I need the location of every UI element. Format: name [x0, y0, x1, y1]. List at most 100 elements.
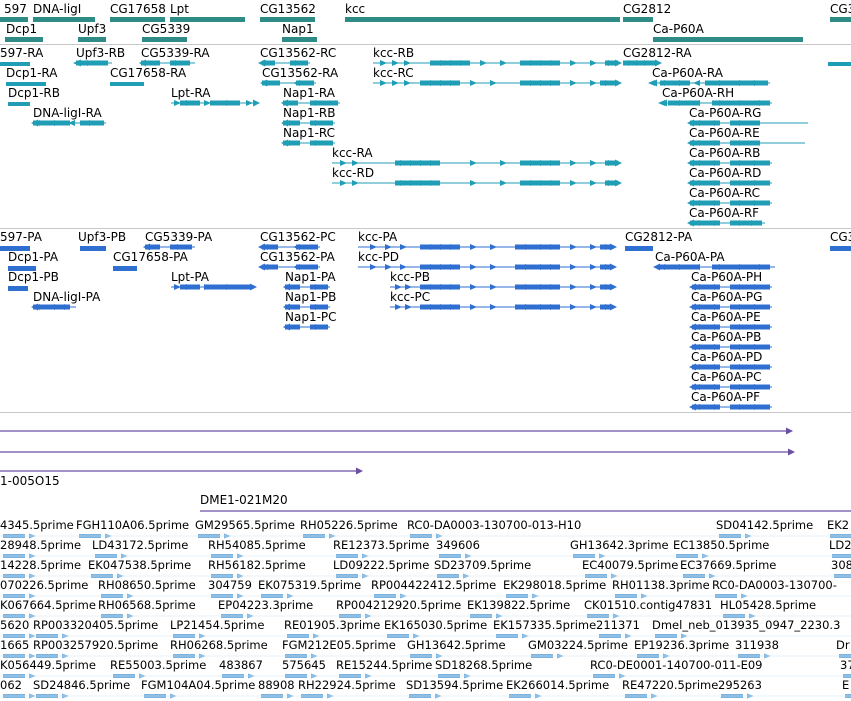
feature-label-cg17658-ra[interactable]: CG17658-RA [110, 66, 187, 80]
mrna-exon[interactable] [0, 62, 30, 66]
mrna-cg5339-ra-exon[interactable] [170, 60, 190, 66]
feature-label-gm29565-5prime[interactable]: GM29565.5prime [195, 518, 295, 532]
feature-label-575645[interactable]: 575645 [282, 658, 326, 672]
mrna-cg13562-ra-exon[interactable] [262, 80, 280, 86]
feature-label-28948-5prime[interactable]: 28948.5prime [0, 538, 82, 552]
feature-label-nap1-rc[interactable]: Nap1-RC [283, 126, 336, 140]
protein-ca-p60a-pc-exon[interactable] [692, 384, 720, 390]
feature-label-upf3-pb[interactable]: Upf3-PB [78, 230, 127, 244]
feature-label-dcp1-pa[interactable]: Dcp1-PA [8, 250, 59, 264]
feature-label-rh08650-5prime[interactable]: RH08650.5prime [98, 578, 196, 592]
feature-label-062[interactable]: 062 [0, 678, 22, 692]
mrna-dna-ligi-ra-exon[interactable] [80, 120, 104, 126]
protein-ca-p60a-ph-exon[interactable] [692, 284, 720, 290]
feature-label-nap1-pb[interactable]: Nap1-PB [285, 290, 337, 304]
feature-label-ca-p60a-ph[interactable]: Ca-P60A-PH [691, 270, 763, 284]
feature-label-cg2812[interactable]: CG2812 [623, 2, 672, 16]
feature-label-ec37669-5prime[interactable]: EC37669.5prime [680, 558, 777, 572]
feature-label-re12373-5prime[interactable]: RE12373.5prime [333, 538, 430, 552]
feature-label-cg13562-rc[interactable]: CG13562-RC [260, 46, 337, 60]
feature-label-kcc-pa[interactable]: kcc-PA [358, 230, 398, 244]
feature-label-dna-ligi-pa[interactable]: DNA-ligI-PA [33, 290, 101, 304]
mrna-nap1-rc-exon[interactable] [283, 140, 300, 146]
feature-label-cg13562[interactable]: CG13562 [260, 2, 316, 16]
feature-label-ca-p60a-pd[interactable]: Ca-P60A-PD [691, 350, 763, 364]
feature-label-rh01138-3prime[interactable]: RH01138.3prime [612, 578, 710, 592]
feature-label-cg3[interactable]: CG3 [830, 2, 851, 16]
feature-label-fgh110a06-5prime[interactable]: FGH110A06.5prime [76, 518, 190, 532]
feature-label-597[interactable]: 597 [4, 2, 27, 16]
feature-label-ca-p60a-rf[interactable]: Ca-P60A-RF [689, 206, 760, 220]
feature-label-dcp1-ra[interactable]: Dcp1-RA [6, 66, 58, 80]
feature-label-rh06268-5prime[interactable]: RH06268.5prime [170, 638, 268, 652]
mrna-cg13562-ra-exon[interactable] [296, 80, 314, 86]
protein-bar[interactable] [8, 286, 28, 291]
mrna-ca-p60a-rc-exon[interactable] [690, 200, 720, 206]
feature-label-ec40079-5prime[interactable]: EC40079.5prime [582, 558, 679, 572]
feature-label-gm03224-5prime[interactable]: GM03224.5prime [528, 638, 628, 652]
protein-ca-p60a-pe-exon[interactable] [692, 324, 720, 330]
feature-label-dmel-neb-013935-0947-2230-3[interactable]: Dmel_neb_013935_0947_2230.3 [652, 618, 841, 632]
protein-ca-p60a-pd-exon[interactable] [692, 364, 720, 370]
gene-bar[interactable] [830, 17, 851, 22]
feature-label-ek266014-5prime[interactable]: EK266014.5prime [506, 678, 610, 692]
feature-label-kcc-pc[interactable]: kcc-PC [390, 290, 431, 304]
mrna-ca-p60a-re-exon[interactable] [730, 140, 760, 146]
feature-label-sd04142-5prime[interactable]: SD04142.5prime [716, 518, 814, 532]
protein-bar[interactable] [8, 266, 36, 271]
mrna-cg5339-ra-exon[interactable] [141, 60, 160, 66]
gene-bar[interactable] [260, 17, 315, 22]
feature-label-597-pa[interactable]: 597-PA [0, 230, 42, 244]
gene-bar[interactable] [170, 17, 245, 22]
feature-label-ca-p60a-ra[interactable]: Ca-P60A-RA [652, 66, 723, 80]
protein-nap1-pc-exon[interactable] [285, 324, 300, 330]
feature-label-ca-p60a-pf[interactable]: Ca-P60A-PF [691, 390, 760, 404]
feature-label-upf3[interactable]: Upf3 [78, 22, 107, 36]
feature-label-nap1-rb[interactable]: Nap1-RB [283, 106, 336, 120]
mrna-nap1-rb-exon[interactable] [310, 120, 333, 126]
protein-cg13562-pa-exon[interactable] [262, 264, 278, 270]
feature-label-sd18268-5prime[interactable]: SD18268.5prime [435, 658, 533, 672]
protein-bar[interactable] [625, 246, 653, 251]
mrna-exon[interactable] [8, 102, 30, 106]
feature-label-88908[interactable]: 88908 [258, 678, 295, 692]
feature-label-lpt-pa[interactable]: Lpt-PA [171, 270, 210, 284]
protein-kcc-pa-exon[interactable] [515, 244, 560, 250]
feature-label-ek075319-5prime[interactable]: EK075319.5prime [258, 578, 362, 592]
feature-label-ca-p60a-rb[interactable]: Ca-P60A-RB [689, 146, 761, 160]
feature-label-ck01510-contig47831[interactable]: CK01510.contig47831 [584, 598, 713, 612]
feature-label-gh13642-5prime[interactable]: GH13642.5prime [407, 638, 506, 652]
feature-label-dna-ligi[interactable]: DNA-ligI [33, 2, 82, 16]
feature-label-rh05226-5prime[interactable]: RH05226.5prime [300, 518, 398, 532]
protein-ca-p60a-pa-exon[interactable] [712, 264, 770, 270]
gene-bar[interactable] [282, 37, 317, 42]
protein-nap1-pa-exon[interactable] [310, 284, 328, 290]
feature-label-kcc-rc[interactable]: kcc-RC [373, 66, 414, 80]
feature-label-dcp1[interactable]: Dcp1 [6, 22, 38, 36]
mrna-nap1-rc-exon[interactable] [310, 140, 333, 146]
mrna-cg13562-rc-exon[interactable] [290, 60, 308, 66]
gene-bar[interactable] [623, 17, 653, 22]
feature-label-ep19236-3prime[interactable]: EP19236.3prime [634, 638, 730, 652]
feature-label-1665[interactable]: 1665 [0, 638, 30, 652]
feature-label-fgm104a04-5prime[interactable]: FGM104A04.5prime [141, 678, 256, 692]
mrna-exon[interactable] [110, 82, 144, 86]
feature-label-211371[interactable]: 211371 [596, 618, 640, 632]
feature-label-ec13850-5prime[interactable]: EC13850.5prime [673, 538, 770, 552]
feature-label-cg2812-ra[interactable]: CG2812-RA [623, 46, 692, 60]
gene-bar[interactable] [0, 17, 28, 22]
feature-label-kcc-rd[interactable]: kcc-RD [332, 166, 375, 180]
feature-label-nap1-pa[interactable]: Nap1-PA [285, 270, 336, 284]
feature-label-cg3[interactable]: CG3 [830, 230, 851, 244]
feature-label-rp003320405-5prime[interactable]: RP003320405.5prime [33, 618, 159, 632]
protein-ca-p60a-pf-exon[interactable] [692, 404, 720, 410]
protein-cg5339-pa-exon[interactable] [145, 244, 160, 250]
feature-label-ca-p60a-re[interactable]: Ca-P60A-RE [689, 126, 760, 140]
feature-label-cg5339[interactable]: CG5339 [142, 22, 191, 36]
feature-label-ek2[interactable]: EK2 [827, 518, 850, 532]
protein-cg13562-pa-exon[interactable] [296, 264, 318, 270]
feature-label-cg2812-pa[interactable]: CG2812-PA [625, 230, 693, 244]
feature-label-cg13562-pc[interactable]: CG13562-PC [260, 230, 336, 244]
feature-label-re47220-5prime[interactable]: RE47220.5prime [622, 678, 719, 692]
feature-label-ca-p60a-rd[interactable]: Ca-P60A-RD [689, 166, 762, 180]
